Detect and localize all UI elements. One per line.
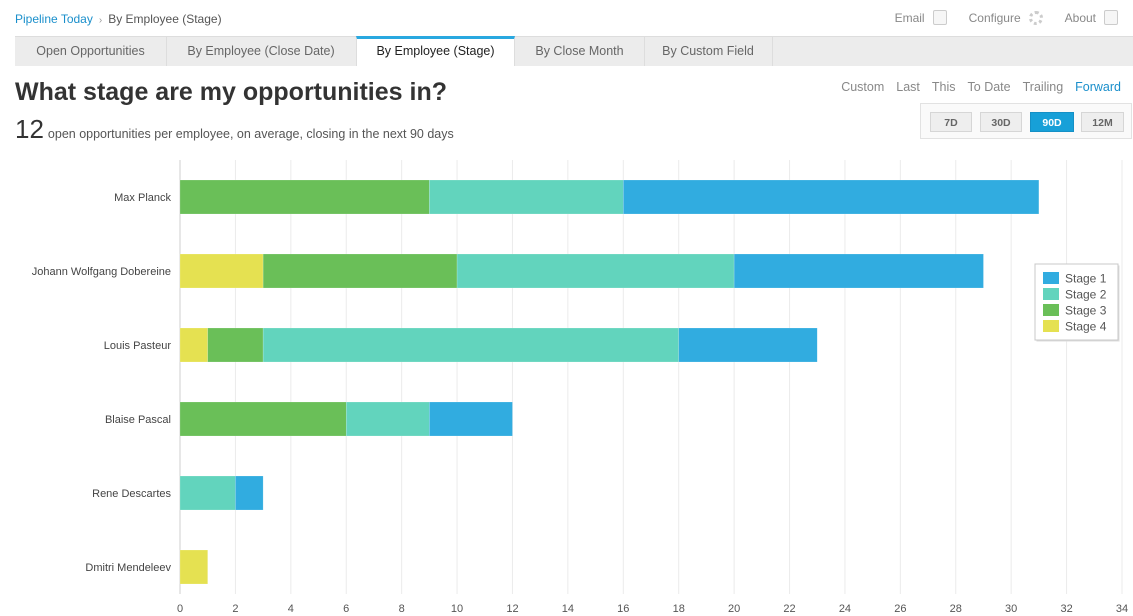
summary-text: open opportunities per employee, on aver… <box>47 127 454 141</box>
bar-segment-stage-2 <box>429 179 624 215</box>
legend-swatch-stage-2 <box>1043 288 1059 300</box>
x-tick-label: 34 <box>1116 603 1128 615</box>
bar-segment-stage-4 <box>179 549 208 585</box>
legend-swatch-stage-3 <box>1043 304 1059 316</box>
legend-label-stage-4: Stage 4 <box>1065 320 1107 334</box>
range-custom[interactable]: Custom <box>841 80 885 94</box>
bar-segment-stage-3 <box>262 253 458 289</box>
email-link[interactable]: Email <box>895 10 947 25</box>
tab-by-close-month[interactable]: By Close Month <box>515 37 645 66</box>
period-7d-button[interactable]: 7D <box>930 112 972 132</box>
category-label: Dmitri Mendeleev <box>85 562 171 574</box>
email-label: Email <box>894 10 925 25</box>
legend-label-stage-3: Stage 3 <box>1065 304 1107 318</box>
x-tick-label: 32 <box>1060 603 1072 615</box>
info-icon <box>1104 10 1118 25</box>
email-icon <box>932 10 947 25</box>
breadcrumb: Pipeline Today › By Employee (Stage) <box>15 12 222 26</box>
x-tick-label: 6 <box>343 603 349 615</box>
legend-label-stage-2: Stage 2 <box>1065 288 1107 302</box>
legend-swatch-stage-4 <box>1043 320 1059 332</box>
bar-segment-stage-1 <box>623 179 1040 215</box>
period-30d-button[interactable]: 30D <box>980 112 1022 132</box>
breadcrumb-separator: › <box>98 15 103 26</box>
period-90d-button[interactable]: 90D <box>1030 112 1074 132</box>
category-label: Max Planck <box>114 192 171 204</box>
summary-line: 12 open opportunities per employee, on av… <box>15 114 454 145</box>
about-link[interactable]: About <box>1065 10 1118 25</box>
bar-segment-stage-2 <box>179 475 236 511</box>
x-tick-label: 28 <box>950 603 962 615</box>
category-label: Johann Wolfgang Dobereine <box>32 266 171 278</box>
tab-open-opportunities[interactable]: Open Opportunities <box>15 37 167 66</box>
top-links: Email Configure About <box>895 10 1118 25</box>
bar-segment-stage-1 <box>733 253 984 289</box>
configure-link[interactable]: Configure <box>969 10 1043 25</box>
x-tick-label: 12 <box>506 603 518 615</box>
bar-segment-stage-2 <box>262 327 679 363</box>
range-to-date[interactable]: To Date <box>967 80 1011 94</box>
x-tick-label: 20 <box>728 603 740 615</box>
x-tick-label: 10 <box>451 603 463 615</box>
tab-by-custom-field[interactable]: By Custom Field <box>644 37 773 66</box>
x-tick-label: 24 <box>839 603 851 615</box>
bar-segment-stage-1 <box>235 475 264 511</box>
period-12m-button[interactable]: 12M <box>1081 112 1124 132</box>
bar-segment-stage-1 <box>678 327 818 363</box>
gear-icon <box>1028 10 1043 25</box>
x-tick-label: 30 <box>1005 603 1017 615</box>
breadcrumb-current: By Employee (Stage) <box>108 12 222 26</box>
page-title: What stage are my opportunities in? <box>15 78 447 106</box>
range-forward[interactable]: Forward <box>1075 80 1121 94</box>
breadcrumb-root-link[interactable]: Pipeline Today <box>15 12 93 26</box>
bar-segment-stage-4 <box>179 253 264 289</box>
bar-segment-stage-3 <box>179 179 430 215</box>
range-this[interactable]: This <box>931 80 956 94</box>
category-label: Blaise Pascal <box>105 414 171 426</box>
top-bar: Pipeline Today › By Employee (Stage) Email… <box>0 0 1133 36</box>
range-options: Custom Last This To Date Trailing Forwar… <box>841 80 1121 94</box>
about-label: About <box>1064 10 1096 25</box>
x-tick-label: 8 <box>399 603 405 615</box>
range-trailing[interactable]: Trailing <box>1022 80 1064 94</box>
x-tick-label: 0 <box>177 603 183 615</box>
category-label: Rene Descartes <box>92 488 171 500</box>
x-tick-label: 18 <box>673 603 685 615</box>
x-tick-label: 2 <box>232 603 238 615</box>
legend-label-stage-1: Stage 1 <box>1065 272 1107 286</box>
legend-swatch-stage-1 <box>1043 272 1059 284</box>
x-tick-label: 26 <box>894 603 906 615</box>
summary-value: 12 <box>15 114 44 144</box>
bar-segment-stage-2 <box>456 253 735 289</box>
tab-bar: Open Opportunities By Employee (Close Da… <box>15 36 1133 66</box>
configure-label: Configure <box>968 10 1021 25</box>
tab-by-employee-close-date[interactable]: By Employee (Close Date) <box>166 37 357 66</box>
bar-segment-stage-4 <box>179 327 208 363</box>
range-last[interactable]: Last <box>896 80 920 94</box>
x-tick-label: 4 <box>288 603 294 615</box>
period-selector: 7D 30D 90D 12M <box>920 103 1132 139</box>
x-tick-label: 22 <box>783 603 795 615</box>
bar-segment-stage-3 <box>179 401 347 437</box>
x-tick-label: 16 <box>617 603 629 615</box>
category-label: Louis Pasteur <box>104 340 172 352</box>
bar-segment-stage-1 <box>429 401 513 437</box>
tab-by-employee-stage[interactable]: By Employee (Stage) <box>356 36 515 66</box>
x-tick-label: 14 <box>562 603 574 615</box>
bar-segment-stage-3 <box>207 327 264 363</box>
bar-segment-stage-2 <box>345 401 430 437</box>
